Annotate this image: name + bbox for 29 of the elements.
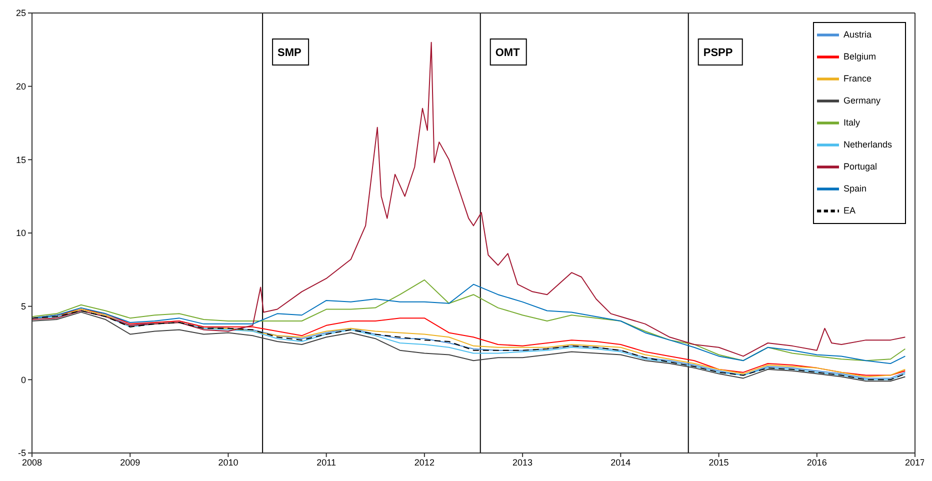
x-tick-label: 2011 bbox=[316, 457, 336, 468]
ref-line-label: SMP bbox=[278, 47, 302, 59]
y-tick-label: 10 bbox=[16, 228, 26, 238]
line-series bbox=[32, 42, 906, 357]
ref-line-label: PSPP bbox=[703, 47, 733, 59]
x-tick-label: 2012 bbox=[414, 457, 434, 468]
legend-label: Portugal bbox=[843, 161, 877, 172]
x-tick-label: 2013 bbox=[512, 457, 533, 468]
x-tick-label: 2016 bbox=[806, 457, 827, 468]
x-tick-label: 2009 bbox=[120, 457, 140, 468]
x-tick-label: 2015 bbox=[708, 457, 729, 468]
ref-line-label: OMT bbox=[495, 47, 520, 59]
x-tick-label: 2008 bbox=[22, 457, 42, 468]
y-tick-label: 20 bbox=[16, 82, 26, 92]
legend-label: Italy bbox=[843, 117, 860, 128]
y-tick-label: 15 bbox=[16, 154, 26, 165]
y-tick-label: 25 bbox=[16, 8, 26, 18]
legend-label: Spain bbox=[843, 183, 866, 194]
y-tick-label: 0 bbox=[20, 374, 26, 385]
legend-label: EA bbox=[843, 205, 856, 216]
y-tick-label: -5 bbox=[18, 448, 26, 458]
y-tick-label: 5 bbox=[20, 302, 26, 312]
legend-label: Belgium bbox=[843, 51, 876, 62]
x-tick-label: 2010 bbox=[218, 457, 238, 468]
legend-label: Germany bbox=[843, 95, 880, 106]
legend-label: Austria bbox=[843, 29, 872, 40]
legend-label: France bbox=[843, 73, 872, 84]
legend-label: Netherlands bbox=[843, 139, 892, 150]
x-tick-label: 2014 bbox=[610, 457, 631, 468]
